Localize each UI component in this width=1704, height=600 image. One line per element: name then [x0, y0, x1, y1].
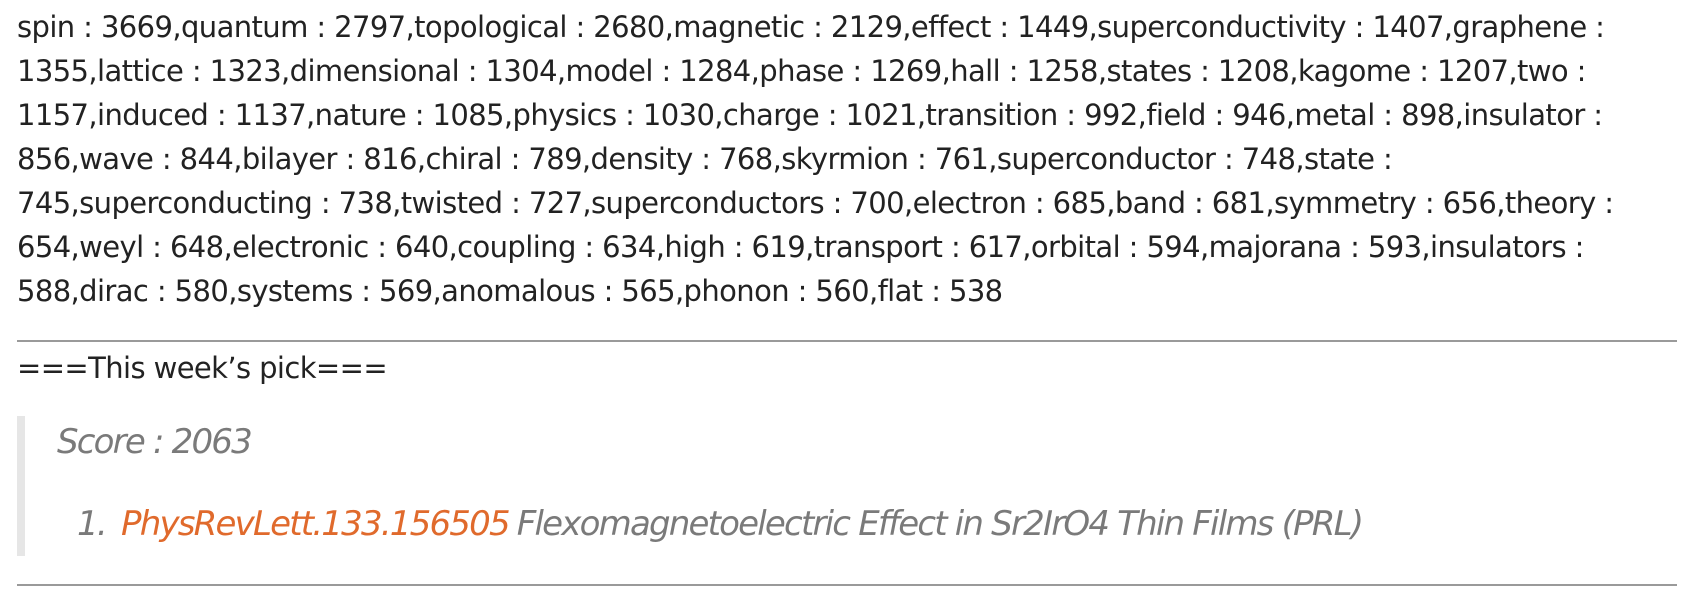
paper-title: Flexomagnetoelectric Effect in Sr2IrO4 T… — [516, 504, 1364, 544]
pick-list: 1. PhysRevLett.133.156505 Flexomagnetoel… — [57, 502, 1677, 546]
weekly-pick-heading: ===This week’s pick=== — [17, 351, 388, 385]
section-divider — [17, 340, 1677, 342]
paper-link[interactable]: PhysRevLett.133.156505 — [121, 504, 511, 544]
pick-item-number: 1. — [77, 504, 108, 544]
keyword-frequency-list: spin : 3669,quantum : 2797,topological :… — [17, 10, 1614, 308]
pick-list-item: 1. PhysRevLett.133.156505 Flexomagnetoel… — [57, 502, 1677, 546]
weekly-pick-blockquote: Score : 2063 1. PhysRevLett.133.156505 F… — [17, 416, 1677, 556]
pick-score: Score : 2063 — [57, 422, 253, 462]
section-divider-bottom — [17, 584, 1677, 586]
